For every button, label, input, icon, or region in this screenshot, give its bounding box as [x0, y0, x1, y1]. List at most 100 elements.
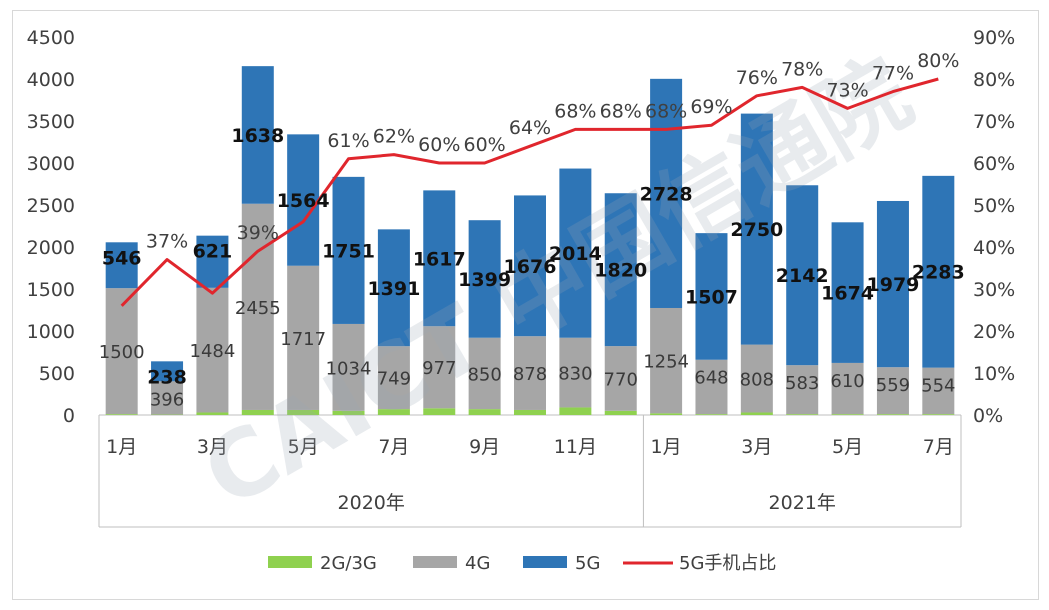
- label-4g: 878: [513, 364, 547, 385]
- bar-2g3g: [559, 407, 592, 415]
- bar-4g: [241, 203, 274, 410]
- label-4g: 554: [921, 376, 955, 397]
- label-5g: 621: [193, 241, 233, 263]
- label-5g: 1507: [685, 286, 738, 308]
- bar-4g: [922, 367, 955, 415]
- bar-4g: [332, 323, 365, 411]
- label-5g-share: 68%: [645, 100, 687, 122]
- x-tick-label: 3月: [741, 436, 772, 458]
- y-left-tick-label: 3500: [27, 111, 75, 133]
- label-4g: 1254: [643, 352, 689, 373]
- bar-5g: [559, 168, 592, 338]
- bar-5g: [604, 193, 637, 347]
- bar-5g: [695, 233, 728, 360]
- label-5g: 2283: [912, 262, 965, 284]
- bar-4g: [876, 367, 909, 415]
- bar-5g: [468, 220, 501, 338]
- label-4g: 1484: [190, 341, 236, 362]
- label-5g-share: 64%: [509, 117, 551, 139]
- bar-4g: [695, 359, 728, 415]
- label-4g: 1034: [326, 358, 372, 379]
- label-5g-share: 60%: [418, 134, 460, 156]
- label-5g-share: 68%: [600, 100, 642, 122]
- legend-label: 5G: [575, 553, 600, 574]
- bar-4g: [831, 362, 864, 415]
- label-4g: 770: [604, 369, 638, 390]
- bar-2g3g: [876, 414, 909, 415]
- label-5g-share: 61%: [327, 130, 369, 152]
- bar-2g3g: [650, 413, 683, 415]
- y-right-tick-label: 60%: [973, 153, 1015, 175]
- y-right-tick-label: 50%: [973, 195, 1015, 217]
- bar-4g: [287, 265, 320, 410]
- bar-2g3g: [695, 414, 728, 415]
- x-tick-label: 5月: [832, 436, 863, 458]
- bar-4g: [151, 381, 184, 415]
- y-right-tick-label: 80%: [973, 69, 1015, 91]
- bar-5g: [377, 229, 410, 347]
- label-4g: 610: [830, 371, 864, 392]
- y-left-tick-label: 4500: [27, 27, 75, 49]
- bar-4g: [650, 307, 683, 414]
- label-4g: 1500: [99, 342, 145, 363]
- legend-swatch: [413, 556, 457, 568]
- chart-frame: 0 500 1000 1500 2000 2500 3000 3500 4000 4500 0% 10…: [12, 10, 1039, 600]
- label-4g: 583: [785, 373, 819, 394]
- bar-2g3g: [196, 412, 229, 415]
- bar-4g: [423, 326, 456, 409]
- bar-4g: [786, 365, 819, 415]
- label-5g: 1979: [867, 274, 920, 296]
- label-4g: 2455: [235, 298, 281, 319]
- label-5g: 1751: [322, 240, 375, 262]
- label-4g: 977: [422, 358, 456, 379]
- label-5g: 1617: [413, 248, 466, 270]
- bar-5g: [332, 176, 365, 324]
- legend-label: 4G: [465, 553, 490, 574]
- label-4g: 648: [694, 368, 728, 389]
- bar-4g: [377, 346, 410, 410]
- bar-5g: [831, 222, 864, 363]
- label-5g: 1820: [594, 260, 647, 282]
- x-tick-label: 3月: [197, 436, 228, 458]
- label-4g: 396: [150, 389, 184, 410]
- label-5g: 2014: [549, 243, 602, 265]
- label-5g-share: 78%: [781, 58, 823, 80]
- label-4g: 559: [876, 375, 910, 396]
- bar-4g: [559, 337, 592, 408]
- bar-2g3g: [241, 409, 274, 415]
- bar-2g3g: [468, 409, 501, 415]
- label-5g: 1676: [504, 256, 557, 278]
- bar-2g3g: [514, 409, 546, 415]
- bar-4g: [604, 346, 637, 411]
- bar-5g: [514, 195, 546, 337]
- legend-label: 5G手机占比: [679, 553, 776, 574]
- bar-5g: [876, 200, 909, 368]
- label-5g: 1638: [231, 125, 284, 147]
- x-tick-label: 1月: [106, 436, 137, 458]
- label-5g: 546: [102, 247, 142, 269]
- label-5g: 1564: [277, 190, 330, 212]
- bar-2g3g: [922, 414, 955, 415]
- label-5g: 238: [147, 366, 187, 388]
- y-right-tick-label: 10%: [973, 363, 1015, 385]
- year-label: 2020年: [338, 492, 405, 514]
- bar-2g3g: [332, 410, 365, 415]
- y-right-tick-label: 30%: [973, 279, 1015, 301]
- bar-2g3g: [740, 412, 773, 415]
- bar-5g: [740, 113, 773, 345]
- bar-5g: [650, 78, 683, 308]
- x-tick-label: 11月: [554, 436, 597, 458]
- legend-swatch: [523, 556, 567, 568]
- y-right-tick-label: 20%: [973, 321, 1015, 343]
- y-right-tick-label: 40%: [973, 237, 1015, 259]
- label-5g: 1674: [821, 283, 874, 305]
- label-5g-share: 73%: [826, 79, 868, 101]
- y-left-tick-label: 3000: [27, 153, 75, 175]
- bar-5g: [287, 134, 320, 266]
- y-left-tick-label: 4000: [27, 69, 75, 91]
- y-left-tick-label: 1500: [27, 279, 75, 301]
- bar-5g: [241, 66, 274, 204]
- legend-label: 2G/3G: [320, 553, 377, 574]
- y-left-tick-label: 500: [39, 363, 75, 385]
- bar-5g: [922, 175, 955, 368]
